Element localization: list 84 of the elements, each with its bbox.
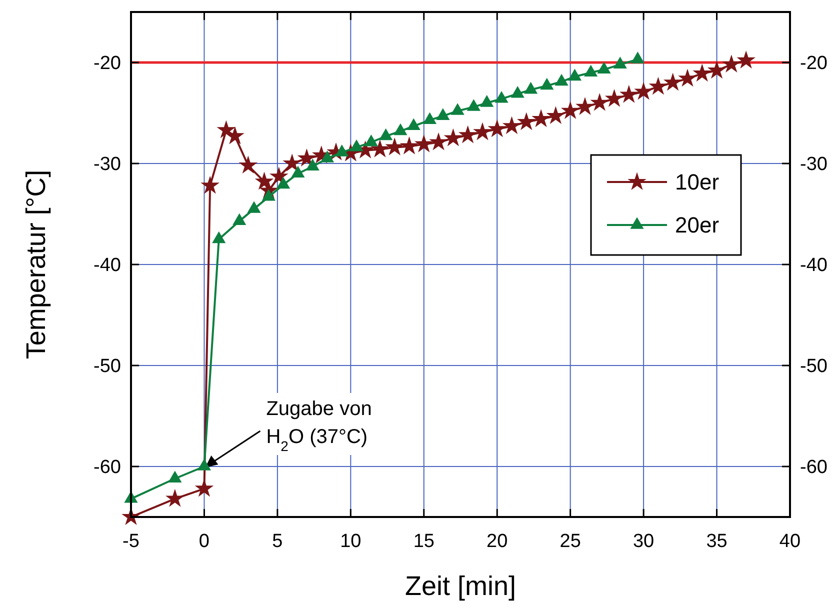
y2-tick-label: -20 bbox=[800, 53, 828, 74]
point bbox=[379, 128, 393, 140]
point bbox=[406, 118, 420, 130]
point bbox=[613, 56, 627, 68]
point bbox=[254, 172, 274, 190]
legend-label: 20er bbox=[675, 212, 720, 238]
point bbox=[450, 103, 464, 115]
annotation: Zugabe von H$_{2}$O (37°C) bbox=[266, 398, 372, 454]
x-tick-label: 40 bbox=[779, 531, 801, 552]
x-tick-label: 25 bbox=[560, 531, 581, 552]
point bbox=[166, 488, 184, 507]
point bbox=[168, 470, 182, 483]
point bbox=[546, 106, 566, 124]
point bbox=[488, 119, 507, 138]
point bbox=[238, 156, 258, 174]
x-tick-label: -5 bbox=[122, 531, 140, 552]
point bbox=[678, 68, 697, 87]
y2-tick-label: -40 bbox=[800, 255, 828, 276]
point bbox=[590, 93, 610, 111]
y-tick-label: -50 bbox=[94, 356, 121, 378]
y-axis-title: Temperatur [°C] bbox=[21, 170, 51, 360]
point bbox=[576, 97, 594, 115]
point bbox=[414, 134, 434, 152]
point bbox=[364, 134, 378, 146]
point bbox=[436, 108, 450, 120]
point bbox=[502, 116, 522, 134]
point bbox=[291, 166, 305, 178]
x-tick-label: 5 bbox=[272, 531, 283, 552]
point bbox=[510, 86, 524, 98]
y2-tick-label: -60 bbox=[800, 457, 828, 478]
point bbox=[604, 88, 624, 107]
y-tick-label: -60 bbox=[94, 457, 121, 478]
point bbox=[422, 112, 437, 124]
point bbox=[400, 136, 419, 154]
point bbox=[494, 91, 508, 103]
x-tick-label: 0 bbox=[198, 531, 210, 552]
y-tick-label: -20 bbox=[94, 53, 121, 74]
point bbox=[200, 176, 220, 194]
point bbox=[560, 101, 580, 119]
x-axis-title: Zeit [min] bbox=[404, 571, 516, 601]
legend-label: 10er bbox=[675, 170, 720, 195]
point bbox=[473, 122, 492, 140]
point bbox=[282, 154, 302, 172]
x-tick-label: 35 bbox=[706, 531, 728, 552]
x-tick-label: 20 bbox=[486, 531, 508, 552]
point bbox=[619, 84, 638, 103]
point bbox=[524, 82, 538, 94]
point bbox=[532, 109, 550, 128]
point bbox=[597, 62, 611, 74]
y-tick-label: -40 bbox=[94, 255, 121, 276]
x-tick-label: 10 bbox=[340, 531, 362, 552]
point bbox=[736, 50, 756, 68]
point bbox=[466, 99, 480, 111]
point bbox=[584, 64, 598, 77]
point bbox=[269, 166, 288, 185]
point bbox=[663, 72, 682, 91]
point bbox=[429, 132, 448, 150]
point bbox=[212, 231, 226, 244]
point bbox=[480, 95, 494, 107]
point bbox=[568, 68, 582, 81]
point bbox=[232, 213, 246, 225]
point bbox=[554, 74, 568, 86]
point bbox=[394, 123, 408, 136]
point bbox=[630, 52, 644, 64]
point bbox=[707, 60, 726, 79]
point bbox=[634, 82, 653, 100]
point bbox=[297, 148, 316, 166]
x-tick-label: 15 bbox=[413, 531, 434, 552]
point bbox=[385, 137, 404, 156]
point bbox=[692, 64, 712, 82]
point bbox=[350, 139, 364, 152]
point bbox=[247, 201, 261, 213]
point bbox=[458, 125, 478, 144]
x-tick-label: 30 bbox=[632, 531, 654, 552]
point bbox=[370, 139, 390, 158]
y2-tick-label: -50 bbox=[800, 356, 828, 378]
point bbox=[444, 128, 463, 146]
point bbox=[516, 112, 536, 130]
point bbox=[197, 458, 212, 470]
point bbox=[648, 76, 668, 95]
point bbox=[276, 176, 290, 189]
y-tick-label: -30 bbox=[94, 154, 121, 176]
point bbox=[540, 78, 554, 90]
y2-tick-label: -30 bbox=[800, 154, 828, 176]
